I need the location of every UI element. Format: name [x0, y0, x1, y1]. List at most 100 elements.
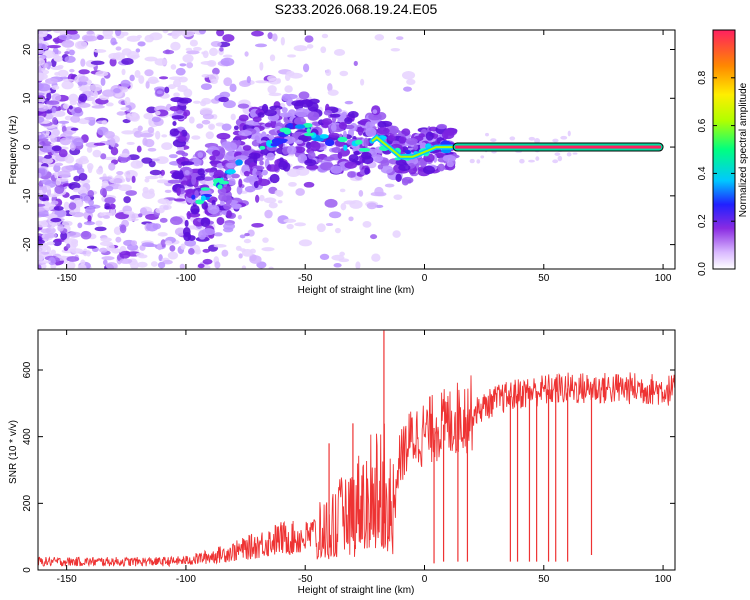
spectrogram-cell	[78, 93, 88, 103]
spectrogram-cell	[167, 251, 179, 260]
spectrogram-cell	[161, 142, 173, 150]
x-tick-label: 0	[422, 273, 428, 284]
spectrogram-cell	[193, 100, 201, 104]
spectrogram-cell	[297, 153, 308, 164]
spectrogram-cell	[94, 226, 107, 232]
spectrogram-cell	[298, 91, 310, 100]
spectrogram-hotspot	[259, 145, 266, 150]
spectrogram-cell	[38, 103, 43, 108]
spectrogram-cell	[362, 220, 372, 228]
spectrogram-cell	[353, 150, 360, 156]
spectrogram-cell	[64, 155, 75, 164]
spectrogram-cell	[138, 213, 143, 218]
spectrogram-cell	[76, 167, 85, 175]
spectrogram-cell	[307, 151, 316, 160]
spectrogram-cell	[200, 217, 211, 228]
spectrogram-cell	[286, 70, 295, 77]
spectrogram-cell	[102, 30, 114, 37]
spectrogram-cell	[99, 176, 113, 181]
spectrogram-cell	[331, 254, 345, 261]
spectrogram-cell	[50, 217, 62, 223]
spectrogram-cell	[80, 230, 92, 240]
spectrogram-cell	[38, 82, 44, 90]
spectrogram-cell	[156, 90, 163, 95]
spectrogram-cell	[126, 35, 141, 42]
spectrogram-cell	[401, 176, 414, 184]
spectrogram-cell	[162, 49, 175, 55]
spectrogram-cell	[127, 243, 139, 251]
spectrogram-cell	[509, 136, 516, 141]
spectrogram-cell	[216, 216, 225, 226]
spectrogram-cell	[293, 45, 308, 52]
spectrogram-cell	[38, 138, 49, 142]
spectrogram-cell	[534, 138, 541, 144]
spectrogram-cell	[156, 179, 169, 184]
spectrogram-cell	[261, 247, 275, 252]
spectrogram-cell	[137, 125, 143, 132]
spectrogram-cell	[222, 54, 233, 58]
spectrogram-cell	[184, 189, 193, 194]
spectrogram-cell	[269, 54, 276, 62]
spectrogram-cell	[180, 180, 189, 186]
spectrogram-cell	[202, 258, 213, 265]
spectrogram-cell	[147, 147, 157, 152]
spectrogram-cell	[528, 159, 536, 163]
spectrogram-cell	[213, 244, 227, 248]
x-tick-label: -150	[57, 574, 77, 585]
spectrogram-cell	[183, 88, 193, 98]
spectrogram-cell	[88, 199, 94, 206]
spectrogram-cell	[210, 78, 218, 85]
spectrogram-cell	[207, 204, 220, 215]
spectrogram-cell	[119, 224, 127, 234]
spectrogram-cell	[191, 175, 197, 186]
spectrogram-cell	[123, 210, 135, 215]
spectrogram-cell	[554, 152, 561, 156]
spectrogram-cell	[167, 179, 181, 184]
spectrogram-cell	[281, 107, 288, 113]
spectrogram-cell	[256, 261, 267, 269]
spectrogram-cell	[191, 135, 201, 140]
spectrogram-cell	[169, 128, 180, 137]
spectrogram-cell	[45, 77, 59, 84]
spectrogram-cell	[61, 220, 73, 227]
spectrogram-cell	[51, 85, 60, 91]
spectrogram-cell	[371, 253, 381, 262]
spectrogram-cell	[38, 116, 45, 123]
spectrogram-cell	[154, 58, 168, 66]
spectrogram-cell	[140, 132, 154, 138]
spectrogram-cell	[164, 240, 173, 246]
spectrogram-cell	[44, 233, 58, 238]
spectrogram-x-ticks: -150 -100 -50 0 50 100	[57, 30, 672, 284]
spectrogram-cell	[390, 48, 401, 52]
spectrogram-cell	[51, 145, 62, 152]
y-tick-label: -20	[22, 237, 33, 252]
spectrogram-hotspot	[315, 137, 324, 142]
spectrogram-cell	[375, 204, 384, 208]
spectrogram-cell	[109, 137, 116, 147]
spectrogram-cell	[136, 145, 142, 153]
spectrogram-cell	[277, 200, 283, 204]
spectrogram-cell	[201, 97, 212, 105]
spectrogram-cell	[392, 230, 401, 238]
spectrogram-cell	[287, 54, 297, 58]
spectrogram-cell	[272, 33, 278, 42]
spectrogram-cell	[344, 161, 357, 169]
spectrogram-cell	[54, 162, 64, 167]
spectrogram-cell	[46, 92, 52, 101]
spectrogram-cell	[62, 103, 70, 110]
colorbar-tick-label: 0.6	[697, 118, 708, 132]
spectrogram-cell	[41, 179, 52, 185]
spectrogram-cell	[83, 35, 98, 42]
spectrogram-cell	[78, 172, 88, 181]
spectrogram-cell	[355, 261, 361, 269]
spectrogram-cell	[77, 264, 87, 269]
spectrogram-cell	[333, 263, 342, 268]
spectrogram-cell	[141, 157, 153, 164]
spectrogram-cell	[86, 250, 91, 257]
spectrogram-cell	[262, 237, 269, 243]
spectrogram-cell	[319, 253, 330, 260]
spectrogram-cell	[377, 121, 387, 128]
spectrogram-cell	[294, 139, 304, 145]
spectrogram-cell	[374, 34, 385, 41]
spectrogram-cell	[38, 98, 46, 103]
